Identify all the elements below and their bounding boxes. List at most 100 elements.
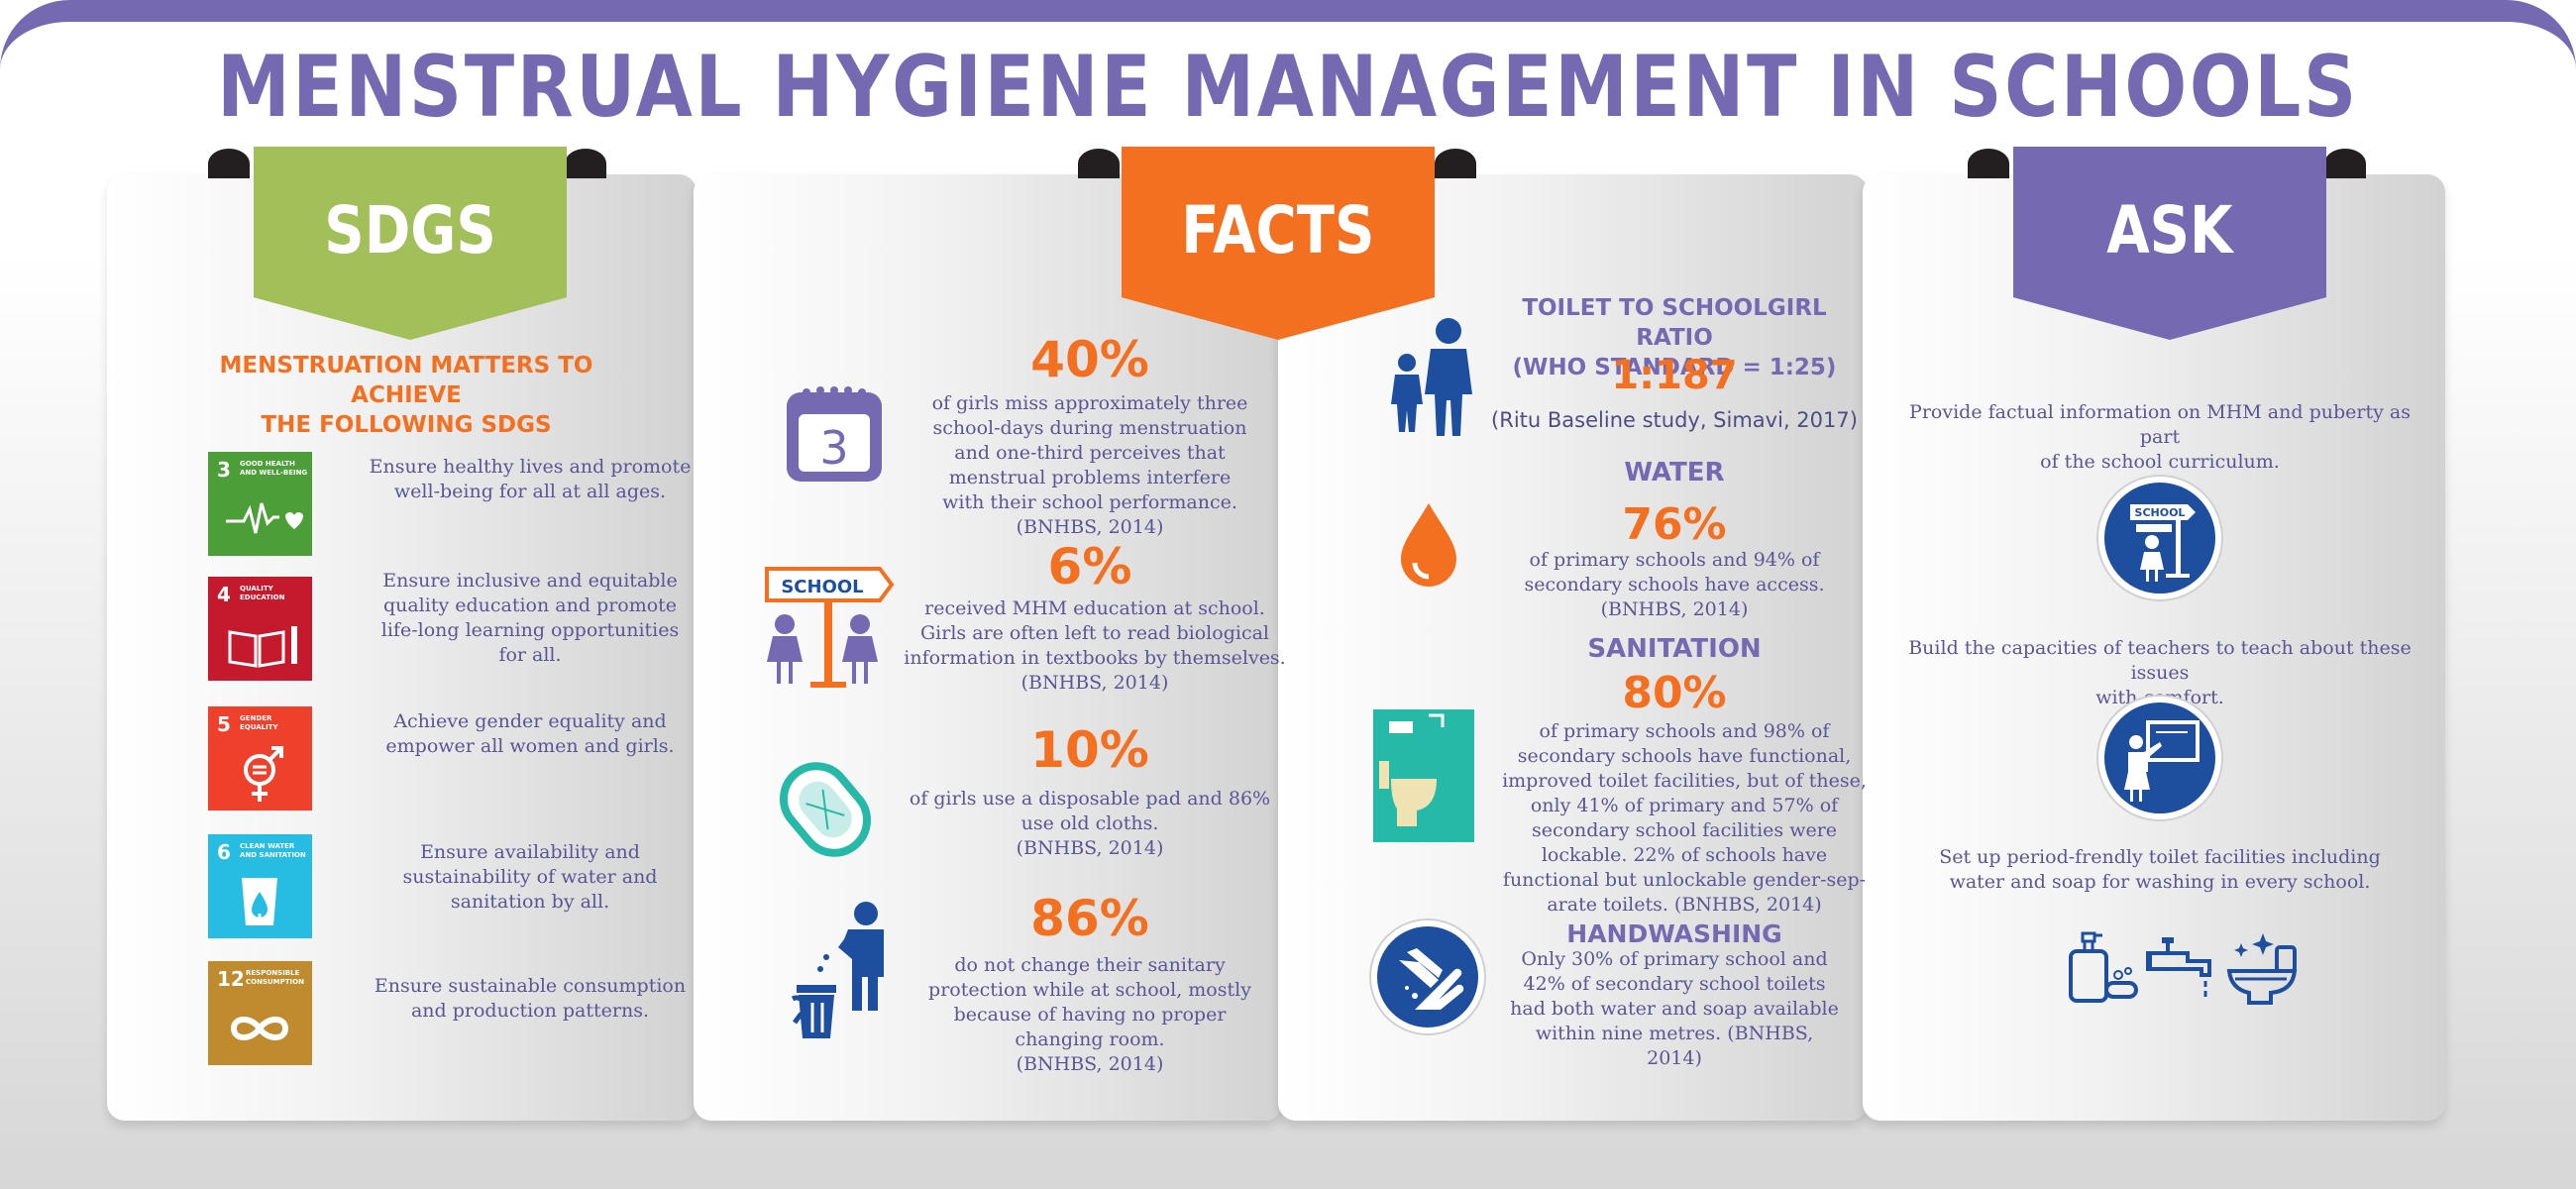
sdg-4-tile: 4 QUALITY EDUCATION [208,577,312,681]
fact-6-pct: 6% [1047,538,1132,595]
sdg-12-text: Ensure sustainable consumption and produ… [347,974,713,1024]
water-drop-icon [1401,503,1456,587]
text-line: of primary schools and 94% of [1529,549,1820,571]
sdg-label-line: QUALITY [240,585,273,593]
banner-roll [1078,149,1120,178]
soap-dispenser-icon [2069,931,2138,1003]
sanitary-pad-icon [780,762,871,857]
text-line: secondary school facilities were [1531,819,1838,841]
text-line: menstrual problems interfere [948,467,1232,488]
text-line: and production patterns. [410,1000,650,1022]
text-line: Set up period-frendly toilet facilities … [1939,846,2381,868]
toilet-clean-icon [2226,933,2298,1005]
sdg-label-line: EQUALITY [240,723,278,731]
sdg-label: GOOD HEALTH AND WELL-BEING [240,460,309,478]
facts-banner-label: FACTS [1181,192,1375,269]
sdg-12-tile: 12 RESPONSIBLE CONSUMPTION [208,961,312,1065]
sdg-number: 5 [217,712,231,736]
sdg-6-text: Ensure availability and sustainability o… [347,840,713,915]
text-line: functional but unlockable gender-sep- [1502,869,1867,891]
text-line: school-days during menstruation [932,417,1247,439]
adult-child-icon [1391,318,1472,436]
handwashing-text: Only 30% of primary school and 42% of se… [1486,947,1863,1071]
sdg-number: 12 [217,967,245,991]
sdgs-heading: MENSTRUATION MATTERS TO ACHIEVE THE FOLL… [168,351,644,440]
sdg-label-line: AND SANITATION [240,851,306,859]
ratio-heading-line: (WHO STANDARD = 1:25) [1512,355,1837,380]
text-line: improved toilet facilities, but of these… [1502,770,1867,792]
fact-10-pct: 10% [1030,721,1149,779]
text-line: received MHM education at school. [924,597,1265,619]
hands-icon [1399,948,1464,1010]
text-line: arate toilets. (BNHBS, 2014) [1547,894,1822,916]
text-line: quality education and promote [382,594,678,616]
sdg-label-line: GENDER [240,714,272,722]
calendar-day: 3 [819,421,848,475]
school-sign-text: SCHOOL [781,577,863,597]
sdgs-banner-label: SDGS [324,192,496,269]
sdg-3-tile: 3 GOOD HEALTH AND WELL-BEING [208,452,312,556]
ask-banner: ASK [2013,147,2326,340]
text-line: lockable. 22% of schools have [1541,844,1828,866]
book-pencil-icon [228,626,297,668]
text-line: do not change their sanitary [954,954,1226,976]
text-line: and one-third perceives that [954,442,1226,464]
fact-10-text: of girls use a disposable pad and 86% us… [892,787,1288,861]
sdg-label-line: GOOD HEALTH [240,460,295,468]
text-line: (BNHBS, 2014) [1016,837,1164,859]
text-line: Provide factual information on MHM and p… [1909,401,2411,448]
tap-icon [2146,937,2211,997]
water-text: of primary schools and 94% of secondary … [1486,548,1863,622]
text-line: use old cloths. [1020,812,1159,834]
trash-bin-person-icon [791,902,884,1038]
toilet-icon [1373,709,1474,842]
sdg-label: QUALITY EDUCATION [240,585,309,602]
ratio-heading: TOILET TO SCHOOLGIRL RATIO (WHO STANDARD… [1486,293,1863,382]
text-line: (BNHBS, 2014) [1016,516,1164,538]
heartbeat-icon [226,502,303,534]
school-girl-sign-icon: SCHOOL [2098,477,2221,599]
sdgs-banner: SDGS [254,147,567,340]
banner-roll [2324,149,2366,178]
school-sign-graphic: SCHOOL [2130,504,2196,582]
sdg-label: RESPONSIBLE CONSUMPTION [246,969,315,987]
text-line: Girls are often left to read biological [919,622,1269,644]
teacher-board-icon [2098,697,2221,819]
text-line: sanitation by all. [450,891,610,913]
ask-1-text: Provide factual information on MHM and p… [1892,400,2427,475]
text-line: water and soap for washing in every scho… [1949,871,2371,893]
text-line: sustainability of water and [402,866,658,888]
ratio-source: (Ritu Baseline study, Simavi, 2017) [1491,408,1858,432]
ask-2-text: Build the capacities of teachers to teac… [1892,636,2427,710]
text-line: secondary schools have functional, [1517,745,1852,767]
banner-roll [1435,149,1476,178]
text-line: Ensure inclusive and equitable [382,570,678,592]
teacher-graphic [2124,720,2200,802]
water-glass-icon [242,878,277,925]
sanitation-text: of primary schools and 98% of secondary … [1496,719,1873,918]
page-title: MENSTRUAL HYGIENE MANAGEMENT IN SCHOOLS [217,38,2359,137]
school-girls-icon: SCHOOL [765,567,895,688]
sdg-3-text: Ensure healthy lives and promote well-be… [357,455,703,504]
gender-equality-icon [244,746,283,802]
sdg-label-line: CONSUMPTION [246,978,304,986]
text-line: had both water and soap available [1510,998,1839,1020]
sdg-number: 6 [217,840,231,864]
text-line: of girls use a disposable pad and 86% [909,788,1271,810]
sdg-5-text: Achieve gender equality and empower all … [347,709,713,759]
text-line: (BNHBS, 2014) [1600,598,1749,620]
ask-school-sign-text: SCHOOL [2135,506,2186,519]
sdgs-heading-line: MENSTRUATION MATTERS TO ACHIEVE [219,353,593,408]
text-line: for all. [498,644,562,666]
sdg-label: CLEAN WATER AND SANITATION [240,842,309,860]
water-heading: WATER [1624,458,1725,487]
banner-roll [1968,149,2009,178]
text-line: life-long learning opportunities [380,619,680,641]
fact-40-pct: 40% [1030,331,1149,388]
sdgs-heading-line: THE FOLLOWING SDGS [261,412,552,438]
sdg-label: GENDER EQUALITY [240,714,309,732]
handwashing-heading: HANDWASHING [1566,919,1782,948]
text-line: protection while at school, mostly [928,979,1251,1001]
sdg-5-tile: 5 GENDER EQUALITY [208,706,312,811]
banner-roll [565,149,606,178]
